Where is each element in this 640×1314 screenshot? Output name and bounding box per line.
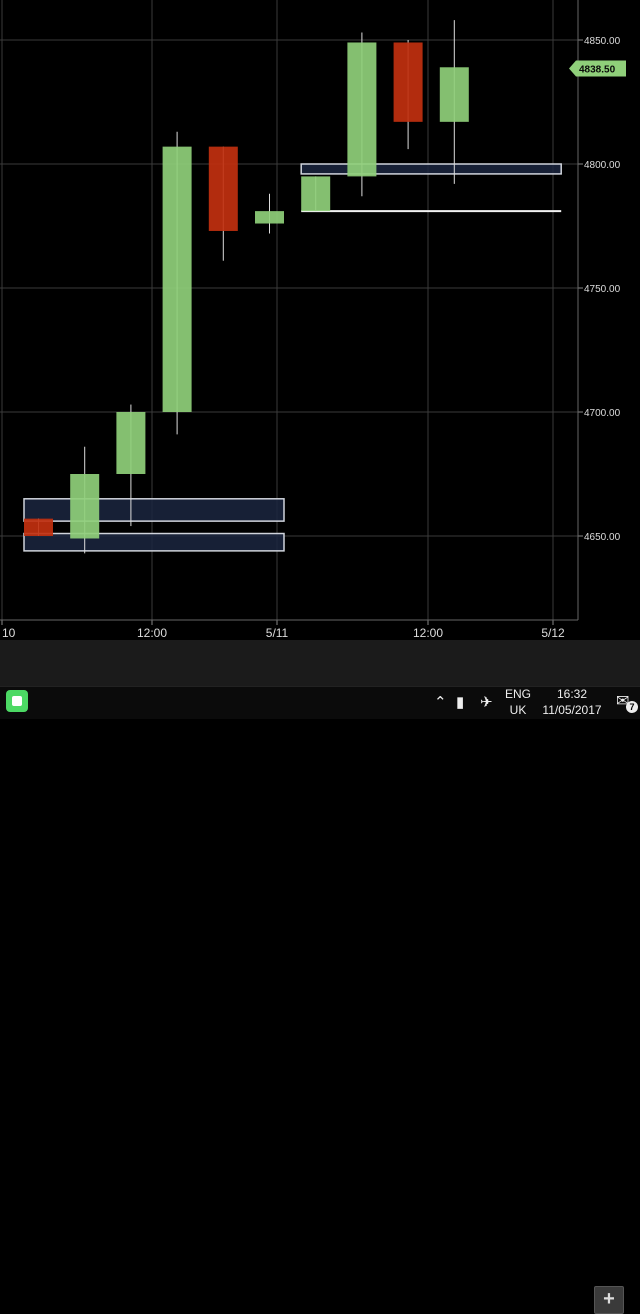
chart-bottom-panel: +	[0, 640, 640, 1314]
axes: 4650.00 4700.00 4750.00 4800.00 4850.00 10 12:…	[0, 0, 626, 640]
candle-up	[70, 474, 100, 539]
x-tick-label: 5/12	[541, 626, 565, 640]
price-zone	[300, 163, 562, 175]
y-tick-label: 4650.00	[584, 532, 621, 543]
language-code: ENG	[505, 687, 532, 701]
price-zone	[23, 498, 285, 522]
notification-badge: 7	[626, 701, 638, 713]
start-icon[interactable]	[6, 690, 28, 712]
candle-up	[255, 211, 284, 224]
candle-up	[116, 412, 146, 474]
x-tick-label: 10	[2, 626, 16, 640]
add-button[interactable]: +	[594, 1286, 624, 1314]
candle-down	[24, 518, 53, 536]
taskbar: ⌃ ▮ ✈ ENG UK 16:32 11/05/2017 ✉ 7	[0, 686, 640, 719]
y-tick-label: 4850.00	[584, 36, 621, 47]
price-zones	[23, 163, 562, 552]
y-tick-label: 4700.00	[584, 408, 621, 419]
current-price-tag	[569, 60, 626, 77]
candle-up	[301, 176, 331, 212]
candle-down	[393, 42, 423, 122]
candlestick-chart[interactable]: 4650.00 4700.00 4750.00 4800.00 4850.00 10 12:…	[0, 0, 640, 640]
y-tick-label: 4800.00	[584, 160, 621, 171]
candles	[24, 20, 469, 554]
candle-up	[162, 146, 192, 412]
clock-time: 16:32	[556, 687, 588, 701]
x-tick-label: 12:00	[137, 626, 167, 640]
candle-up	[347, 42, 377, 177]
current-price-label: 4838.50	[579, 65, 616, 76]
battery-icon[interactable]: ▮	[456, 694, 465, 711]
chart-grid	[0, 0, 578, 620]
price-zone	[23, 532, 285, 552]
x-tick-label: 12:00	[413, 626, 443, 640]
candle-down	[208, 146, 238, 231]
candle-up	[439, 67, 469, 122]
language-indicator[interactable]: ENG UK	[505, 686, 531, 718]
language-region: UK	[509, 703, 527, 717]
clock-date: 11/05/2017	[542, 703, 602, 717]
x-tick-label: 5/11	[266, 626, 289, 640]
chevron-up-icon[interactable]: ⌃	[434, 694, 447, 711]
y-tick-label: 4750.00	[584, 284, 621, 295]
clock[interactable]: 16:32 11/05/2017	[542, 686, 602, 718]
airplane-icon[interactable]: ✈	[480, 694, 493, 711]
